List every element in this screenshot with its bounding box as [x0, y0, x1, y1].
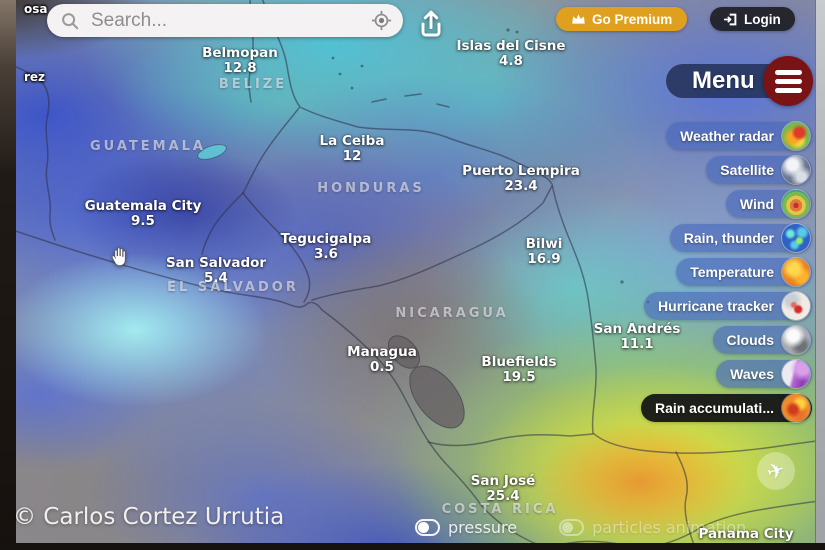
menu-item-rain-thunder[interactable]: Rain, thunder [669, 224, 812, 252]
menu-item-waves[interactable]: Waves [716, 360, 812, 388]
menu-item-hurricane-tracker[interactable]: Hurricane tracker [644, 292, 812, 320]
particles-animation-toggle[interactable]: particles animation [559, 518, 746, 537]
partial-label-osa: osa [24, 2, 48, 16]
menu-item-weather-radar[interactable]: Weather radar [666, 122, 812, 150]
menu-item-rain-accumulati[interactable]: Rain accumulati... [640, 394, 812, 422]
country-label-guatemala: GUATEMALA [90, 139, 206, 154]
login-label: Login [744, 11, 781, 27]
rain-accumulation-icon [782, 394, 810, 422]
login-icon [724, 13, 737, 25]
monitor-bezel-right [815, 0, 825, 550]
flights-button[interactable]: ✈ [757, 452, 795, 490]
menu-label: Menu [692, 67, 755, 94]
menu-item-label: Rain, thunder [683, 230, 774, 246]
partial-label-rez: rez [24, 70, 46, 84]
toggle-icon [415, 519, 440, 536]
search-bar[interactable] [47, 4, 403, 37]
hurricane-icon [782, 292, 810, 320]
menu-item-temperature[interactable]: Temperature [676, 258, 812, 286]
city-label-bluefields[interactable]: Bluefields 19.5 [481, 354, 557, 385]
pressure-label: pressure [448, 518, 518, 537]
go-premium-label: Go Premium [592, 11, 673, 27]
city-label-guatemala-city[interactable]: Guatemala City 9.5 [84, 198, 202, 229]
city-label-managua[interactable]: Managua 0.5 [347, 344, 417, 375]
toggle-icon [559, 519, 585, 536]
monitor-bezel-bottom [0, 543, 825, 550]
country-label-el-salvador: EL SALVADOR [167, 280, 299, 295]
monitor-bezel-left [0, 0, 16, 550]
menu-item-label: Satellite [720, 162, 774, 178]
city-label-islas-del-cisne[interactable]: Islas del Cisne 4.8 [456, 38, 566, 69]
layer-menu: Weather radar Satellite Wind Rain, thunder T… [640, 122, 812, 422]
menu-item-label: Rain accumulati... [654, 400, 774, 416]
share-button[interactable] [415, 6, 447, 40]
country-label-belize: BELIZE [218, 77, 288, 92]
country-label-honduras: HONDURAS [317, 181, 425, 196]
city-label-la-ceiba[interactable]: La Ceiba 12 [319, 133, 385, 164]
radar-icon [782, 122, 810, 150]
search-input[interactable] [89, 8, 370, 33]
menu-item-label: Waves [730, 366, 774, 382]
menu-item-satellite[interactable]: Satellite [706, 156, 812, 184]
menu-item-label: Weather radar [680, 128, 774, 144]
wind-icon [782, 190, 810, 218]
hamburger-icon [763, 56, 813, 106]
menu-item-label: Wind [739, 196, 774, 212]
waves-icon [782, 360, 810, 388]
go-premium-button[interactable]: Go Premium [556, 7, 688, 31]
city-label-tegucigalpa[interactable]: Tegucigalpa 3.6 [280, 231, 372, 262]
watermark: © Carlos Cortez Urrutia [13, 504, 285, 530]
login-button[interactable]: Login [710, 7, 795, 31]
map-options-bar: pressure particles animation [415, 518, 746, 537]
menu-item-label: Clouds [726, 332, 774, 348]
airplane-icon: ✈ [763, 456, 789, 486]
city-label-puerto-lempira[interactable]: Puerto Lempira 23.4 [462, 163, 580, 194]
menu-item-clouds[interactable]: Clouds [712, 326, 812, 354]
city-label-san-jos[interactable]: San José 25.4 [470, 473, 536, 504]
upload-icon [421, 10, 441, 37]
temperature-icon [782, 258, 810, 286]
city-label-bilwi[interactable]: Bilwi 16.9 [525, 236, 563, 267]
city-label-belmopan[interactable]: Belmopan 12.8 [202, 45, 278, 76]
satellite-icon [782, 156, 810, 184]
rain-thunder-icon [782, 224, 810, 252]
country-label-nicaragua: NICARAGUA [395, 306, 509, 321]
menu-item-wind[interactable]: Wind [725, 190, 812, 218]
country-label-costa-rica: COSTA RICA [441, 502, 559, 517]
clouds-icon [782, 326, 810, 354]
crown-icon [572, 14, 585, 24]
menu-item-label: Temperature [690, 264, 774, 280]
menu-button[interactable]: Menu [666, 56, 813, 106]
search-icon [62, 12, 79, 29]
menu-item-label: Hurricane tracker [658, 298, 774, 314]
locate-icon[interactable] [370, 9, 393, 32]
pressure-toggle[interactable]: pressure [415, 518, 517, 537]
particles-label: particles animation [592, 518, 747, 537]
